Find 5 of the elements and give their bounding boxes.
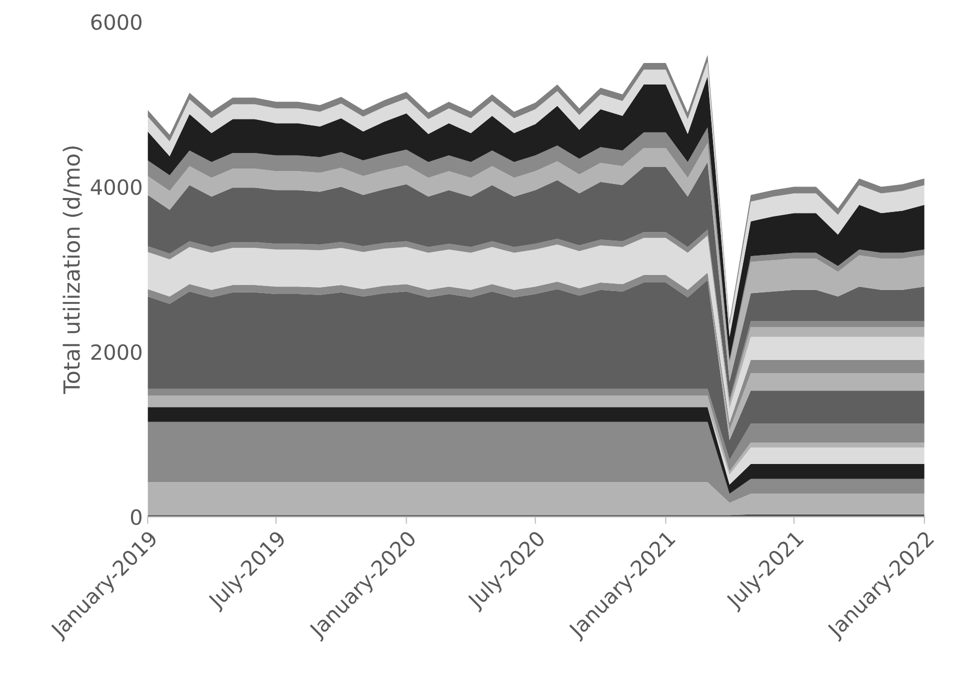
y-tick-label: 0	[130, 509, 142, 526]
y-tick-label: 6000	[91, 14, 142, 30]
y-axis-title: Total utilization (d/mo)	[62, 146, 83, 394]
y-tick-label: 2000	[91, 344, 142, 360]
y-tick-label: 4000	[90, 179, 142, 195]
